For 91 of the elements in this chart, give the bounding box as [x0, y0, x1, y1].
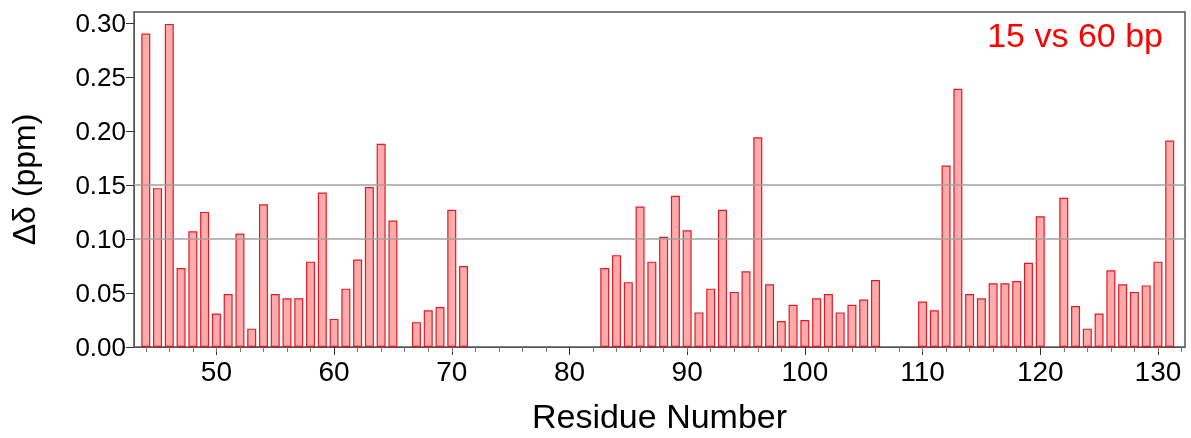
bar [623, 282, 633, 347]
bar [929, 310, 939, 347]
bar [835, 312, 845, 347]
bar [965, 294, 975, 347]
bar [388, 220, 398, 347]
x-tick-label: 110 [900, 355, 945, 387]
bar [188, 231, 198, 347]
annotation: 15 vs 60 bp [987, 16, 1163, 54]
y-tick-label: 0.25 [75, 61, 126, 92]
bar [670, 195, 680, 347]
bar [176, 268, 186, 347]
bar [164, 23, 174, 347]
bar [976, 298, 986, 347]
bar [1071, 305, 1081, 347]
bar [282, 298, 292, 347]
bar [953, 88, 963, 347]
x-tick-label: 90 [671, 355, 703, 387]
y-tick-label: 0.30 [75, 7, 126, 38]
x-tick-label: 130 [1134, 355, 1182, 387]
bar [1023, 262, 1033, 347]
bar [706, 288, 716, 347]
bar [1118, 284, 1128, 347]
bar [294, 298, 304, 347]
x-tick-label: 60 [318, 355, 350, 387]
bar [270, 294, 280, 347]
bar [1141, 285, 1151, 347]
bar [1153, 261, 1163, 347]
x-tick-label: 50 [200, 355, 232, 387]
bar [694, 312, 704, 347]
x-tick-label: 80 [553, 355, 586, 387]
bar [741, 271, 751, 347]
bar [729, 291, 739, 347]
bar [341, 288, 351, 347]
bar [1165, 140, 1175, 347]
bar [235, 233, 245, 347]
bar [788, 304, 798, 347]
bar [941, 165, 951, 347]
bar [918, 301, 928, 347]
bar [423, 310, 433, 347]
bar [765, 284, 775, 347]
bar [411, 322, 421, 347]
bar [1059, 197, 1069, 347]
bar [823, 294, 833, 347]
bar [612, 255, 622, 347]
bar [682, 230, 692, 347]
y-axis-title: Δδ (ppm) [6, 113, 42, 246]
bar [376, 143, 386, 347]
bar [200, 211, 210, 347]
bar [153, 188, 163, 347]
bar [435, 307, 445, 347]
y-tick-label: 0.00 [75, 332, 126, 362]
bar [258, 204, 268, 347]
x-tick-label: 100 [781, 355, 829, 387]
bar [870, 280, 880, 347]
y-tick-label: 0.20 [75, 115, 126, 146]
bar [1106, 270, 1116, 347]
bar [459, 265, 469, 347]
bar [717, 209, 727, 347]
bar [211, 313, 221, 347]
bar [812, 298, 822, 347]
bar [753, 137, 763, 347]
bar [247, 328, 257, 347]
bar [1129, 291, 1139, 347]
bar [659, 236, 669, 347]
bar [353, 259, 363, 347]
y-tick-label: 0.05 [75, 277, 126, 308]
bar [364, 187, 374, 347]
bar [600, 268, 610, 347]
bar [1000, 283, 1010, 347]
y-tick-label: 0.10 [75, 223, 126, 254]
bar [306, 261, 316, 347]
x-tick-label: 120 [1016, 355, 1064, 387]
bar [635, 206, 645, 347]
bar [329, 318, 339, 347]
bar [859, 299, 869, 347]
bar [776, 321, 786, 347]
bar [847, 304, 857, 347]
bar [317, 192, 327, 347]
bar [1094, 313, 1104, 347]
bar [1035, 216, 1045, 347]
bar [1082, 328, 1092, 347]
x-tick-label: 70 [436, 355, 468, 387]
bar [800, 319, 810, 347]
bar [988, 283, 998, 347]
x-axis-title: Residue Number [531, 397, 788, 435]
bar [647, 261, 657, 347]
bar [141, 33, 151, 347]
bar [1012, 281, 1022, 347]
y-tick-label: 0.15 [75, 169, 126, 200]
bar [447, 209, 457, 347]
bar [223, 294, 233, 347]
